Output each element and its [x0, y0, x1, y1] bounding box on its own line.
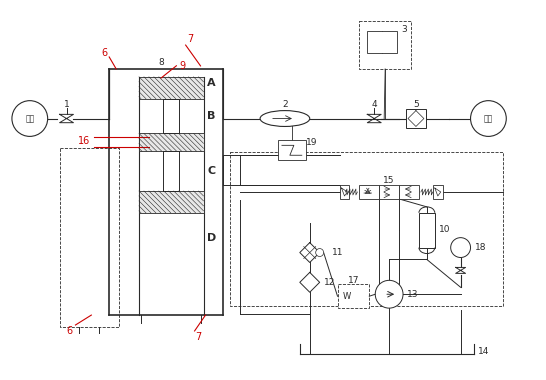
Text: 8: 8 — [158, 59, 164, 67]
Text: 7: 7 — [187, 34, 194, 44]
Bar — [367, 31, 397, 53]
Text: 9: 9 — [180, 61, 186, 71]
Bar — [359, 21, 411, 69]
Text: 3: 3 — [401, 25, 407, 34]
Circle shape — [450, 238, 471, 258]
Text: 1: 1 — [64, 100, 69, 109]
Text: 6: 6 — [67, 326, 73, 336]
Text: 11: 11 — [331, 248, 343, 257]
Text: 15: 15 — [383, 176, 395, 185]
Bar — [230, 152, 503, 306]
Text: 排气: 排气 — [484, 114, 493, 123]
Text: A: A — [207, 78, 216, 88]
Bar — [359, 185, 379, 199]
Text: B: B — [207, 111, 216, 120]
Text: 10: 10 — [439, 225, 450, 234]
Text: 19: 19 — [306, 138, 317, 147]
Circle shape — [471, 101, 506, 136]
Bar — [60, 148, 119, 327]
Text: 18: 18 — [474, 243, 486, 252]
Text: 12: 12 — [324, 278, 335, 287]
Bar — [419, 213, 435, 248]
Bar — [379, 185, 399, 199]
Bar — [433, 185, 443, 199]
Ellipse shape — [260, 111, 310, 127]
Text: 4: 4 — [371, 100, 377, 109]
Bar — [340, 185, 349, 199]
Text: 进气: 进气 — [25, 114, 34, 123]
Circle shape — [12, 101, 48, 136]
Bar — [337, 284, 369, 308]
Text: 14: 14 — [478, 347, 489, 356]
Text: 13: 13 — [407, 290, 419, 299]
Bar — [406, 109, 426, 128]
Bar — [399, 185, 419, 199]
Text: 16: 16 — [78, 136, 91, 146]
Text: 2: 2 — [282, 100, 288, 109]
Text: 6: 6 — [101, 48, 108, 58]
Bar — [139, 191, 204, 213]
Text: C: C — [207, 166, 216, 176]
Bar — [278, 140, 306, 160]
Circle shape — [375, 280, 403, 308]
Bar — [139, 77, 204, 99]
Bar — [139, 133, 204, 151]
Text: D: D — [207, 233, 216, 243]
Circle shape — [316, 249, 324, 256]
Text: 5: 5 — [413, 100, 419, 109]
Text: 17: 17 — [348, 276, 359, 285]
Text: W: W — [342, 292, 351, 301]
Text: 7: 7 — [195, 332, 201, 342]
